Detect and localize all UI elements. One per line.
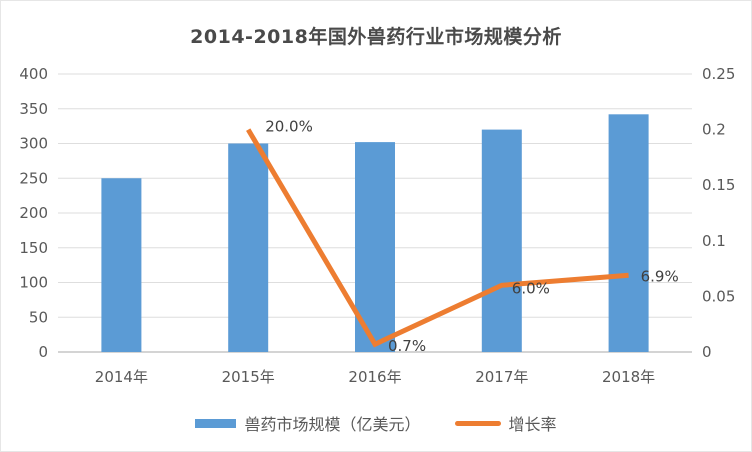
legend-label-growth-rate: 增长率: [508, 415, 557, 434]
left-axis-tick-label: 0: [38, 343, 48, 361]
left-axis-tick-label: 200: [19, 204, 48, 222]
right-axis-tick-label: 0: [702, 343, 712, 361]
bar-series-swatch-icon: [195, 418, 237, 428]
left-axis-tick-label: 100: [19, 274, 48, 292]
growth-rate-line: [246, 128, 629, 348]
right-axis-tick-label: 0.1: [702, 232, 726, 250]
left-axis-tick-label: 300: [19, 135, 48, 153]
x-axis-category-label: 2014年: [95, 368, 148, 386]
right-axis-tick-label: 0.15: [702, 176, 735, 194]
bar-2015年: [228, 143, 269, 352]
chart-title: 2014-2018年国外兽药行业市场规模分析: [190, 26, 562, 48]
x-axis-category-label: 2015年: [222, 368, 275, 386]
line-point-label: 6.9%: [641, 267, 679, 285]
right-axis-tick-label: 0.25: [702, 65, 735, 83]
left-axis-tick-label: 250: [19, 169, 48, 187]
left-axis-tick-label: 350: [19, 100, 48, 118]
left-axis-tick-label: 50: [29, 308, 48, 326]
left-axis-tick-label: 150: [19, 239, 48, 257]
bar-2018年: [608, 114, 649, 352]
right-axis-tick-label: 0.05: [702, 287, 735, 305]
x-axis-category-label: 2017年: [475, 368, 528, 386]
line-point-label: 0.7%: [388, 337, 426, 355]
legend-label-market-size: 兽药市场规模（亿美元）: [244, 415, 421, 434]
line-series-swatch-icon: [454, 420, 501, 426]
bar-2017年: [481, 129, 522, 352]
legend-item-market-size: 兽药市场规模（亿美元）: [195, 411, 421, 435]
x-axis-category-label: 2016年: [348, 368, 401, 386]
chart-legend: 兽药市场规模（亿美元） 增长率: [1, 411, 751, 435]
x-axis-category-label: 2018年: [602, 368, 655, 386]
bar-2014年: [101, 178, 142, 352]
right-axis-tick-label: 0.2: [702, 121, 726, 139]
legend-item-growth-rate: 增长率: [454, 411, 557, 435]
line-point-label: 20.0%: [265, 118, 313, 136]
left-axis-tick-label: 400: [19, 65, 48, 83]
line-point-label: 6.0%: [512, 279, 550, 297]
